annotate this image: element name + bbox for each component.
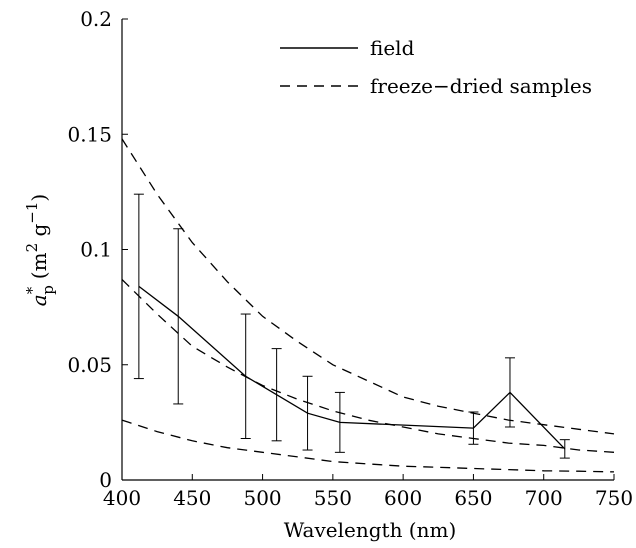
y-axis-title: a*p (m2 g−1) (23, 194, 57, 306)
error-bar (504, 357, 515, 428)
x-tick-label: 550 (314, 486, 352, 510)
y-axis-unit-open: (m (27, 252, 51, 279)
series-line-freeze-dried-1 (121, 138, 615, 435)
x-tick-label: 400 (103, 486, 141, 510)
y-axis-superscript: * (23, 286, 41, 294)
y-tick-label: 0.1 (80, 238, 112, 262)
plot-area (121, 138, 615, 473)
series-line-freeze-dried-2 (121, 279, 615, 453)
legend-label-field: field (370, 36, 415, 60)
error-bar (302, 375, 313, 451)
x-tick-label: 500 (243, 486, 281, 510)
legend: field freeze−dried samples (280, 36, 592, 98)
y-tick-label: 0 (99, 468, 112, 492)
error-bar (133, 193, 144, 380)
error-bar (334, 391, 345, 453)
y-axis-unit-close: ) (27, 194, 51, 202)
legend-label-freeze-dried: freeze−dried samples (370, 74, 592, 98)
series-line-field (138, 285, 566, 450)
y-axis-unit-exp1: 2 (23, 243, 41, 253)
x-tick-label: 750 (595, 486, 633, 510)
x-tick-label: 700 (525, 486, 563, 510)
x-tick-label: 600 (384, 486, 422, 510)
x-tick-label: 650 (454, 486, 492, 510)
x-axis-title: Wavelength (nm) (284, 518, 457, 542)
series-line-freeze-dried-3 (121, 419, 615, 473)
error-bar (173, 228, 184, 405)
axes: 400 450 500 550 600 650 700 750 0 0.05 0.1 0.15 0.2 (67, 7, 633, 510)
y-axis-unit-mid: g (27, 224, 51, 243)
x-tick-label: 450 (173, 486, 211, 510)
y-axis-symbol: a (27, 294, 51, 306)
y-axis-title-text: a*p (m2 g−1) (23, 194, 57, 306)
y-tick-label: 0.05 (67, 353, 112, 377)
y-tick-label: 0.2 (80, 7, 112, 31)
error-bar (271, 348, 282, 442)
y-axis-subscript: p (39, 285, 57, 295)
error-bar (559, 439, 570, 459)
y-tick-label: 0.15 (67, 122, 112, 146)
y-axis-unit-exp2: −1 (23, 202, 41, 224)
